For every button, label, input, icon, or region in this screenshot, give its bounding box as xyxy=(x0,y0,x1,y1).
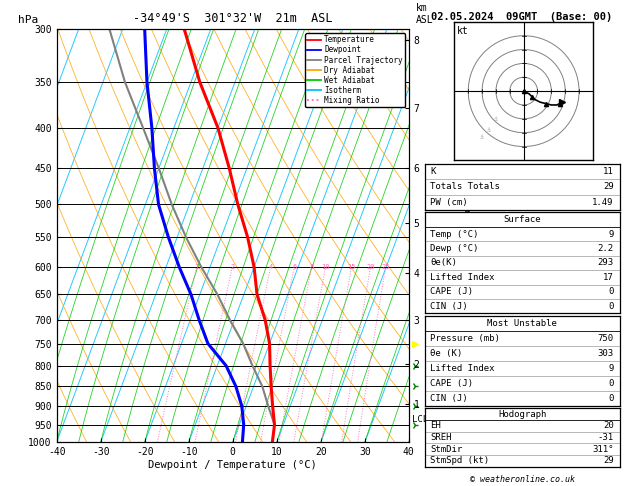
Text: 29: 29 xyxy=(603,182,614,191)
Text: -34°49'S  301°32'W  21m  ASL: -34°49'S 301°32'W 21m ASL xyxy=(133,12,333,25)
Text: 1.49: 1.49 xyxy=(593,198,614,207)
Legend: Temperature, Dewpoint, Parcel Trajectory, Dry Adiabat, Wet Adiabat, Isotherm, Mi: Temperature, Dewpoint, Parcel Trajectory… xyxy=(305,33,405,107)
Text: -31: -31 xyxy=(598,433,614,442)
Text: Hodograph: Hodograph xyxy=(498,410,546,418)
Text: hPa: hPa xyxy=(18,15,38,25)
Text: 0: 0 xyxy=(608,379,614,388)
Text: Temp (°C): Temp (°C) xyxy=(430,229,479,239)
Text: 10: 10 xyxy=(321,264,330,270)
Text: CIN (J): CIN (J) xyxy=(430,394,468,403)
Text: Most Unstable: Most Unstable xyxy=(487,319,557,328)
X-axis label: Dewpoint / Temperature (°C): Dewpoint / Temperature (°C) xyxy=(148,460,317,470)
Text: Surface: Surface xyxy=(503,215,541,224)
Text: CIN (J): CIN (J) xyxy=(430,302,468,311)
Text: 293: 293 xyxy=(598,259,614,267)
Text: kt: kt xyxy=(457,26,469,36)
Text: 20: 20 xyxy=(366,264,375,270)
Text: ⚓: ⚓ xyxy=(487,127,491,133)
Text: 750: 750 xyxy=(598,334,614,343)
Text: 11: 11 xyxy=(603,167,614,176)
Text: ⚓: ⚓ xyxy=(480,134,484,140)
Text: 0: 0 xyxy=(608,302,614,311)
Text: 303: 303 xyxy=(598,349,614,358)
Text: 0: 0 xyxy=(608,287,614,296)
Text: 25: 25 xyxy=(381,264,390,270)
Text: LCL: LCL xyxy=(413,415,428,424)
Text: EH: EH xyxy=(430,421,441,430)
Text: SREH: SREH xyxy=(430,433,452,442)
Text: 20: 20 xyxy=(603,421,614,430)
Text: 8: 8 xyxy=(309,264,314,270)
Text: CAPE (J): CAPE (J) xyxy=(430,287,474,296)
Text: Totals Totals: Totals Totals xyxy=(430,182,500,191)
Text: θe(K): θe(K) xyxy=(430,259,457,267)
Text: Mixing Ratio (g/kg): Mixing Ratio (g/kg) xyxy=(462,185,470,287)
Text: 9: 9 xyxy=(608,364,614,373)
Text: PW (cm): PW (cm) xyxy=(430,198,468,207)
Text: 2: 2 xyxy=(230,264,235,270)
Text: 15: 15 xyxy=(347,264,356,270)
Text: 4: 4 xyxy=(269,264,272,270)
Text: K: K xyxy=(430,167,436,176)
Text: θe (K): θe (K) xyxy=(430,349,463,358)
Text: Pressure (mb): Pressure (mb) xyxy=(430,334,500,343)
Text: Lifted Index: Lifted Index xyxy=(430,364,495,373)
Text: © weatheronline.co.uk: © weatheronline.co.uk xyxy=(470,474,574,484)
Text: 2.2: 2.2 xyxy=(598,244,614,253)
Text: 1: 1 xyxy=(194,264,199,270)
Text: StmDir: StmDir xyxy=(430,445,463,453)
Text: km
ASL: km ASL xyxy=(416,3,433,25)
Text: 6: 6 xyxy=(292,264,296,270)
Text: 17: 17 xyxy=(603,273,614,282)
Text: Lifted Index: Lifted Index xyxy=(430,273,495,282)
Text: 02.05.2024  09GMT  (Base: 00): 02.05.2024 09GMT (Base: 00) xyxy=(431,12,613,22)
Text: 0: 0 xyxy=(608,394,614,403)
Text: 311°: 311° xyxy=(593,445,614,453)
Text: CAPE (J): CAPE (J) xyxy=(430,379,474,388)
Text: 9: 9 xyxy=(608,229,614,239)
Text: Dewp (°C): Dewp (°C) xyxy=(430,244,479,253)
Text: StmSpd (kt): StmSpd (kt) xyxy=(430,456,489,465)
Text: 29: 29 xyxy=(603,456,614,465)
Text: ⚓: ⚓ xyxy=(494,116,498,122)
